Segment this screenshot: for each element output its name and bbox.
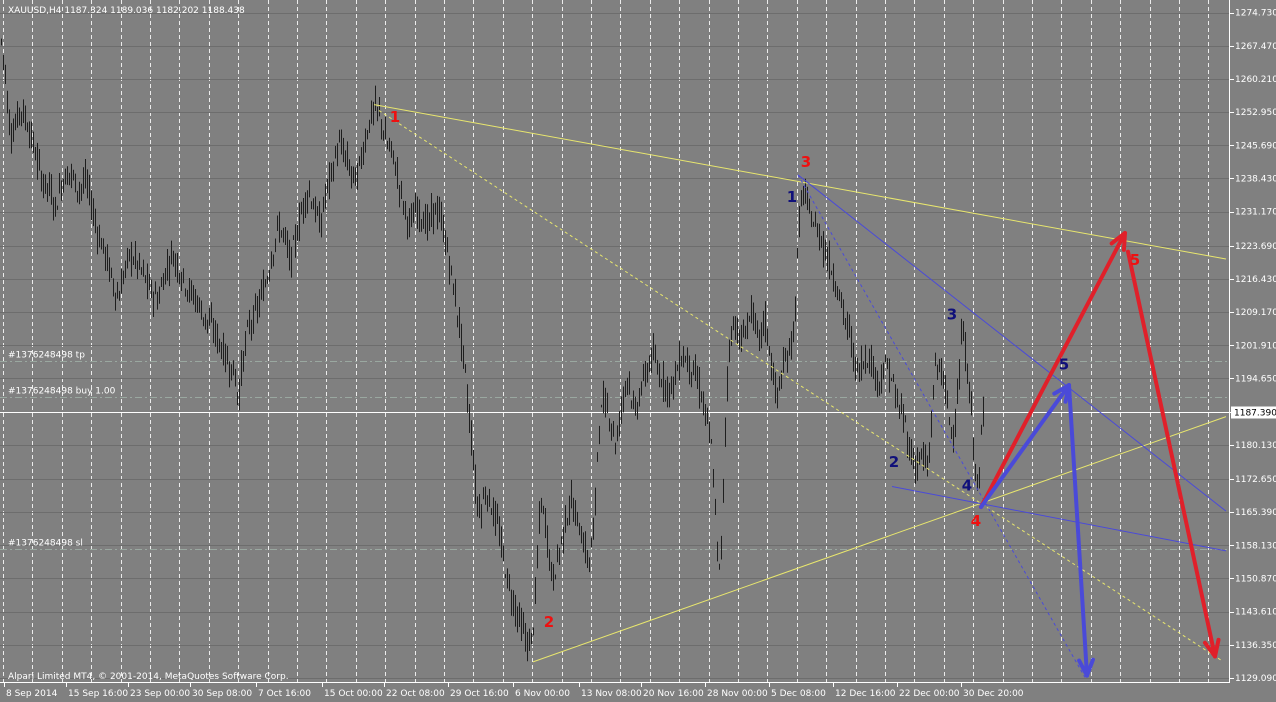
price-label: 1136.350 (1235, 641, 1276, 651)
horizontal-grid (0, 13, 1230, 679)
price-label: 1260.210 (1235, 75, 1276, 85)
trendline[interactable] (797, 174, 1227, 512)
wave-arrow[interactable] (1126, 249, 1221, 659)
time-label: 13 Nov 08:00 (581, 689, 642, 699)
price-label: 1201.910 (1235, 341, 1276, 351)
order-levels: #1376248498 tp #1376248498 buy 1.00 #13762… (0, 351, 1230, 550)
wave-label: 1 (787, 188, 797, 206)
price-label: 1216.430 (1235, 275, 1276, 285)
wave-arrow[interactable] (979, 230, 1127, 510)
price-axis[interactable]: 1274.730 1267.470 1260.210 1252.950 1245.690… (1230, 9, 1276, 684)
wave-label: 4 (962, 477, 972, 495)
current-price-marker (1231, 406, 1276, 419)
wave-label: 5 (1059, 356, 1069, 374)
price-label: 1209.170 (1235, 308, 1276, 318)
vertical-grid (3, 0, 1209, 682)
price-label: 1180.130 (1235, 441, 1276, 451)
trendlines (373, 104, 1227, 678)
copyright-footer: Alpari Limited MT4, © 2001-2014, MetaQuo… (8, 672, 289, 682)
wave-label: 5 (1130, 251, 1140, 269)
trendline[interactable] (797, 174, 1086, 678)
order-level-label: #1376248498 sl (8, 539, 83, 549)
price-label: 1150.870 (1235, 574, 1276, 584)
time-label: 15 Sep 16:00 (68, 689, 128, 699)
wave-label: 1 (390, 108, 400, 126)
price-label: 1223.690 (1235, 242, 1276, 252)
price-label: 1252.950 (1235, 108, 1276, 118)
wave-labels: 1 2 3 4 5 1 2 3 4 5 (390, 108, 1140, 631)
trendline[interactable] (373, 104, 1227, 260)
time-label: 29 Oct 16:00 (450, 689, 509, 699)
wave-label: 4 (971, 512, 981, 530)
wave-projection-arrows (979, 230, 1221, 678)
time-label: 28 Nov 00:00 (707, 689, 768, 699)
price-label: 1267.470 (1235, 42, 1276, 52)
candlestick-series (1, 38, 984, 662)
wave-label: 3 (947, 305, 957, 323)
time-label: 8 Sep 2014 (6, 689, 58, 699)
price-label: 1245.690 (1235, 141, 1276, 151)
current-price-label: 1187.390 (1234, 409, 1276, 419)
price-label: 1158.130 (1235, 541, 1276, 551)
wave-arrow[interactable] (1067, 383, 1095, 678)
chart-header: XAUUSD,H4 1187.324 1189.036 1182.202 118… (8, 6, 245, 16)
trendline[interactable] (891, 485, 1227, 552)
price-label: 1194.650 (1235, 374, 1276, 384)
price-label: 1231.170 (1235, 208, 1276, 218)
price-label: 1172.650 (1235, 475, 1276, 485)
price-label: 1143.610 (1235, 608, 1276, 618)
order-level-label: #1376248498 tp (8, 351, 85, 361)
price-label: 1129.090 (1235, 674, 1276, 684)
time-label: 30 Dec 20:00 (963, 689, 1024, 699)
wave-label: 2 (889, 453, 899, 471)
time-label: 30 Sep 08:00 (192, 689, 252, 699)
trendline[interactable] (532, 416, 1227, 663)
time-label: 15 Oct 00:00 (324, 689, 383, 699)
time-label: 22 Dec 00:00 (899, 689, 960, 699)
time-label: 6 Nov 00:00 (515, 689, 570, 699)
wave-label: 2 (544, 613, 554, 631)
time-axis[interactable]: 8 Sep 2014 15 Sep 16:00 23 Sep 00:00 30 Sep… (4, 683, 1024, 699)
price-label: 1238.430 (1235, 174, 1276, 184)
time-label: 23 Sep 00:00 (130, 689, 190, 699)
time-label: 7 Oct 16:00 (258, 689, 311, 699)
time-label: 20 Nov 16:00 (643, 689, 704, 699)
time-label: 12 Dec 16:00 (835, 689, 896, 699)
wave-label: 3 (801, 153, 811, 171)
order-level-label: #1376248498 buy 1.00 (8, 387, 116, 397)
price-label: 1165.390 (1235, 508, 1276, 518)
price-label: 1274.730 (1235, 9, 1276, 19)
time-label: 22 Oct 08:00 (386, 689, 445, 699)
time-label: 5 Dec 08:00 (771, 689, 826, 699)
